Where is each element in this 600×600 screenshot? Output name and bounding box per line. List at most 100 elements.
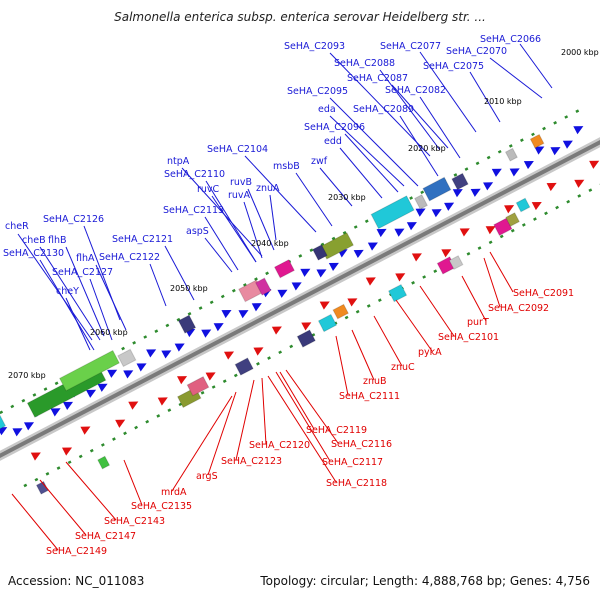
reverse-gene-arrow xyxy=(301,322,312,331)
forward-gene-arrow xyxy=(86,389,97,398)
scale-tick-mark xyxy=(10,404,15,409)
gene-label[interactable]: SeHA_C2149 xyxy=(46,546,107,557)
leader-line xyxy=(285,369,339,444)
gene-label[interactable]: ntpA xyxy=(167,156,190,167)
gene-label[interactable]: SeHA_C2095 xyxy=(287,86,348,97)
leader-line xyxy=(275,371,331,462)
gene-label[interactable]: zwf xyxy=(311,156,328,167)
scale-tick-mark xyxy=(211,385,216,389)
scale-tick-mark xyxy=(267,356,271,360)
gene-label[interactable]: purT xyxy=(467,317,489,328)
feature-block xyxy=(177,314,197,334)
tick-2060: 2060 kbp xyxy=(90,328,128,337)
feature-block xyxy=(317,313,338,333)
gene-label[interactable]: pykA xyxy=(418,347,442,358)
gene-label[interactable]: SeHA_C2123 xyxy=(221,456,282,467)
scale-tick-mark xyxy=(200,390,205,395)
gene-label[interactable]: SeHA_C2096 xyxy=(304,122,365,133)
leader-line xyxy=(489,251,514,293)
scale-tick-mark xyxy=(542,126,546,131)
forward-gene-arrow xyxy=(316,269,327,278)
gene-label[interactable]: SeHA_C2118 xyxy=(326,478,387,489)
scale-tick-mark xyxy=(464,167,469,171)
scale-tick-mark xyxy=(167,408,172,412)
gene-label[interactable]: cheY xyxy=(56,286,79,297)
reverse-gene-arrow xyxy=(128,401,139,410)
gene-label[interactable]: SeHA_C2130 xyxy=(3,248,64,259)
gene-label[interactable]: cheR xyxy=(5,221,29,232)
gene-label[interactable]: SeHA_C2092 xyxy=(488,303,549,314)
feature-block xyxy=(493,217,513,237)
gene-label[interactable]: SeHA_C2075 xyxy=(423,61,484,72)
gene-label[interactable]: SeHA_C2120 xyxy=(249,440,310,451)
tick-2020: 2020 kbp xyxy=(408,144,446,153)
gene-label[interactable]: SeHA_C2113 xyxy=(163,205,224,216)
gene-label[interactable]: SeHA_C2122 xyxy=(99,252,160,263)
forward-gene-arrow xyxy=(415,208,426,217)
gene-label[interactable]: SeHA_C2088 xyxy=(334,58,395,69)
gene-label[interactable]: SeHA_C2087 xyxy=(347,73,408,84)
gene-label[interactable]: flhA xyxy=(76,253,95,264)
gene-label[interactable]: SeHA_C2119 xyxy=(306,425,367,436)
scale-tick-mark xyxy=(422,275,427,279)
gene-label[interactable]: SeHA_C2110 xyxy=(164,169,225,180)
gene-label[interactable]: SeHA_C2089 xyxy=(353,104,414,115)
gene-label[interactable]: SeHA_C2117 xyxy=(322,457,383,468)
forward-gene-arrow xyxy=(534,146,545,155)
gene-label[interactable]: znuC xyxy=(391,362,415,373)
gene-label[interactable]: SeHA_C2066 xyxy=(480,34,541,45)
feature-block xyxy=(117,348,137,368)
feature-block xyxy=(58,349,120,392)
gene-label[interactable]: eda xyxy=(318,104,336,115)
leader-line xyxy=(344,133,399,193)
gene-label[interactable]: SeHA_C2111 xyxy=(339,391,400,402)
accession-text: Accession: NC_011083 xyxy=(8,574,145,588)
gene-label[interactable]: SeHA_C2126 xyxy=(43,214,104,225)
scale-tick-mark xyxy=(544,211,548,216)
gene-label[interactable]: ruvC xyxy=(197,184,220,195)
gene-label[interactable]: SeHA_C2143 xyxy=(104,516,165,527)
feature-block xyxy=(332,303,349,320)
gene-label[interactable]: SeHA_C2135 xyxy=(131,501,192,512)
leader-line xyxy=(339,147,383,199)
gene-label[interactable]: znuA xyxy=(256,183,280,194)
scale-tick-mark xyxy=(510,228,515,233)
scale-tick-mark xyxy=(233,373,238,378)
reverse-gene-arrow xyxy=(485,226,496,235)
gene-label[interactable]: SeHA_C2093 xyxy=(284,41,345,52)
feature-block xyxy=(422,176,452,202)
gene-label[interactable]: msbB xyxy=(273,161,300,172)
gene-label[interactable]: SeHA_C2121 xyxy=(112,234,173,245)
tick-2030: 2030 kbp xyxy=(328,193,366,202)
gene-label[interactable]: ruvA xyxy=(228,190,251,201)
feature-block xyxy=(370,195,415,230)
scale-tick-mark xyxy=(176,317,181,322)
forward-gene-arrow xyxy=(353,249,364,259)
gene-label[interactable]: SeHA_C2077 xyxy=(380,41,441,52)
gene-label[interactable]: mrdA xyxy=(161,487,187,498)
gene-label[interactable]: cheB xyxy=(22,235,46,246)
scale-tick-mark xyxy=(409,196,414,200)
gene-features xyxy=(0,126,600,495)
leader-line xyxy=(419,51,477,133)
gene-label[interactable]: SeHA_C2070 xyxy=(446,46,507,57)
gene-label[interactable]: flhB xyxy=(48,235,67,246)
leader-line xyxy=(483,257,501,308)
scale-tick-mark xyxy=(198,306,203,310)
gene-label[interactable]: ruvB xyxy=(230,177,252,188)
gene-label[interactable]: SeHA_C2101 xyxy=(438,332,499,343)
gene-label[interactable]: SeHA_C2082 xyxy=(385,85,446,96)
gene-label[interactable]: SeHA_C2116 xyxy=(331,439,392,450)
gene-label[interactable]: aspS xyxy=(186,226,209,237)
gene-label[interactable]: SeHA_C2104 xyxy=(207,144,268,155)
forward-gene-arrow xyxy=(251,303,262,312)
gene-label[interactable]: argS xyxy=(196,471,218,482)
gene-label[interactable]: SeHA_C2147 xyxy=(75,531,136,542)
gene-label[interactable]: znuB xyxy=(363,376,387,387)
gene-label[interactable]: SeHA_C2091 xyxy=(513,288,574,299)
feature-block xyxy=(97,455,111,470)
gene-label[interactable]: SeHA_C2127 xyxy=(52,267,113,278)
genome-summary-text: Topology: circular; Length: 4,888,768 bp… xyxy=(260,574,590,588)
gene-label[interactable]: edd xyxy=(324,136,342,147)
